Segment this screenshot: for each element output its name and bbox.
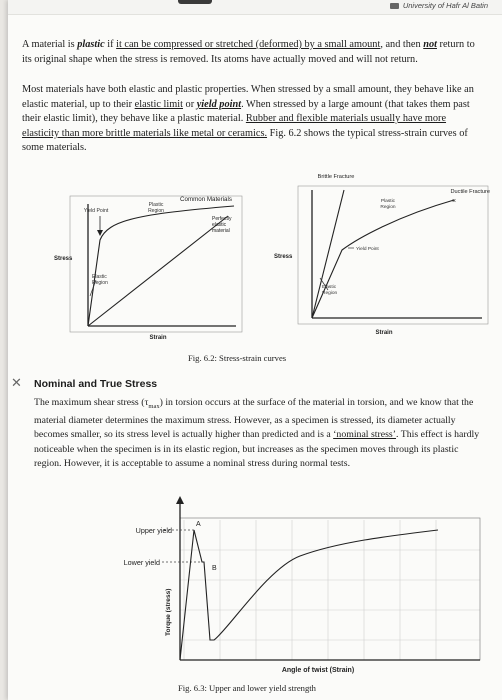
perfectly-elastic-line [87,215,229,327]
right-yield-point-label: Yield Point [356,246,379,252]
p1-text-2: if [104,39,117,50]
left-yield-point-label: Yield Point [84,208,109,214]
left-elastic-label-2: Region [92,280,108,286]
perfectly-elastic-label-2: elastic [212,222,227,228]
figure-6-3: A B Upper yield Lower yield Torque (stre… [124,496,481,674]
brittle-curve [311,189,345,319]
right-plastic-label-2: Region [380,204,396,210]
p1-text-4: return to its original shape when the st… [22,39,475,65]
torque-curve [179,529,439,661]
s-text-2: ) in torsion occurs at the surface of th… [34,397,474,441]
s-nominal-stress: ‘nominal stress’ [333,429,397,441]
right-plastic-label-1: Plastic [381,198,396,204]
ductile-fracture-mark: × [452,198,456,205]
right-elastic-label-2: Region [322,290,338,296]
chart-frame [179,517,481,661]
torque-angle-chart: A B Upper yield Lower yield Torque (stre… [124,496,481,674]
left-stress-strain-chart: Common Materials Yield Point Plastic Reg… [54,195,243,341]
figure-6-3-caption: Fig. 6.3: Upper and lower yield strength [178,683,316,693]
left-plastic-label-1: Plastic [149,202,164,208]
p2-text-1: Most materials have both elastic and pla… [22,84,474,110]
perfectly-elastic-label-1: Perfectly [212,216,232,222]
ductile-fracture-label: Ductile Fracture [451,189,490,195]
header-tab [178,0,212,4]
page-header-band: University of Hafr Al Batin [8,0,502,15]
point-a-label: A [196,521,201,528]
paragraph-nominal-stress: The maximum shear stress (τmax) in torsi… [34,396,486,471]
p1-underlined-1: it can be compressed or stretched (defor… [116,39,381,50]
p1-term-plastic: plastic [77,39,105,50]
elastic-region-pointer [89,279,97,297]
document-page: University of Hafr Al Batin A material i… [8,0,502,700]
left-chart-frame [69,195,243,333]
right-chart-frame [297,185,489,325]
paragraph-plastic-definition: A material is plastic if it can be compr… [22,38,484,67]
s-text-1: The maximum shear stress (τ [34,397,149,408]
right-elastic-pointer [319,277,329,291]
right-elastic-label-1: Elastic [322,284,337,290]
p2-underlined-rubber: Rubber and flexible materials usually ha… [22,113,447,139]
right-xlabel: Strain [375,330,392,336]
chart-grid [180,520,480,660]
s-tau-sub: max [148,402,160,410]
yield-point-arrowhead [97,230,103,236]
s-text-3: . This effect is hardly noticeable when … [34,429,480,469]
p1-text-3: , and then [380,39,424,50]
paragraph-elastic-plastic: Most materials have both elastic and pla… [22,83,484,156]
torque-ylabel: Torque (stress) [165,588,172,636]
perfectly-elastic-label-3: material [212,228,230,234]
right-stress-strain-chart: × Brittle Fracture Ductile Fracture Plas… [274,174,490,336]
p2-text-2: or [182,98,197,110]
left-elastic-label-1: Elastic [92,274,107,280]
point-b-label: B [212,565,217,572]
university-header: University of Hafr Al Batin [389,1,488,10]
p1-text-1: A material is [22,39,78,50]
left-chart-title: Common Materials [180,196,232,203]
left-ylabel: Stress [54,256,73,262]
right-chart-title: Brittle Fracture [318,174,355,180]
y-axis-arrowhead [176,496,184,504]
upper-yield-label: Upper yield [136,526,172,535]
section-heading: Nominal and True Stress [34,378,158,390]
right-ylabel: Stress [274,254,293,260]
p2-text-4: Fig. 6.2 shows the typical stress-strain… [22,127,468,154]
left-plastic-label-2: Region [148,208,164,214]
lower-yield-label: Lower yield [124,558,160,567]
p2-text-3: . When stressed by a large amount (that … [22,98,470,125]
p1-term-not: not [423,39,437,50]
common-material-curve [87,205,235,327]
left-xlabel: Strain [149,335,166,341]
angle-xlabel: Angle of twist (Strain) [282,667,354,674]
university-logo-icon [389,2,399,9]
figure-6-2: Common Materials Yield Point Plastic Reg… [54,174,490,341]
figure-6-2-caption: Fig. 6.2: Stress-strain curves [188,353,287,363]
ductile-curve [311,199,455,319]
p2-yield-point: yield point [196,98,242,110]
university-name: University of Hafr Al Batin [402,1,488,10]
p2-elastic-limit: elastic limit [134,98,183,110]
pen-mark-icon: ✕ [11,376,22,391]
